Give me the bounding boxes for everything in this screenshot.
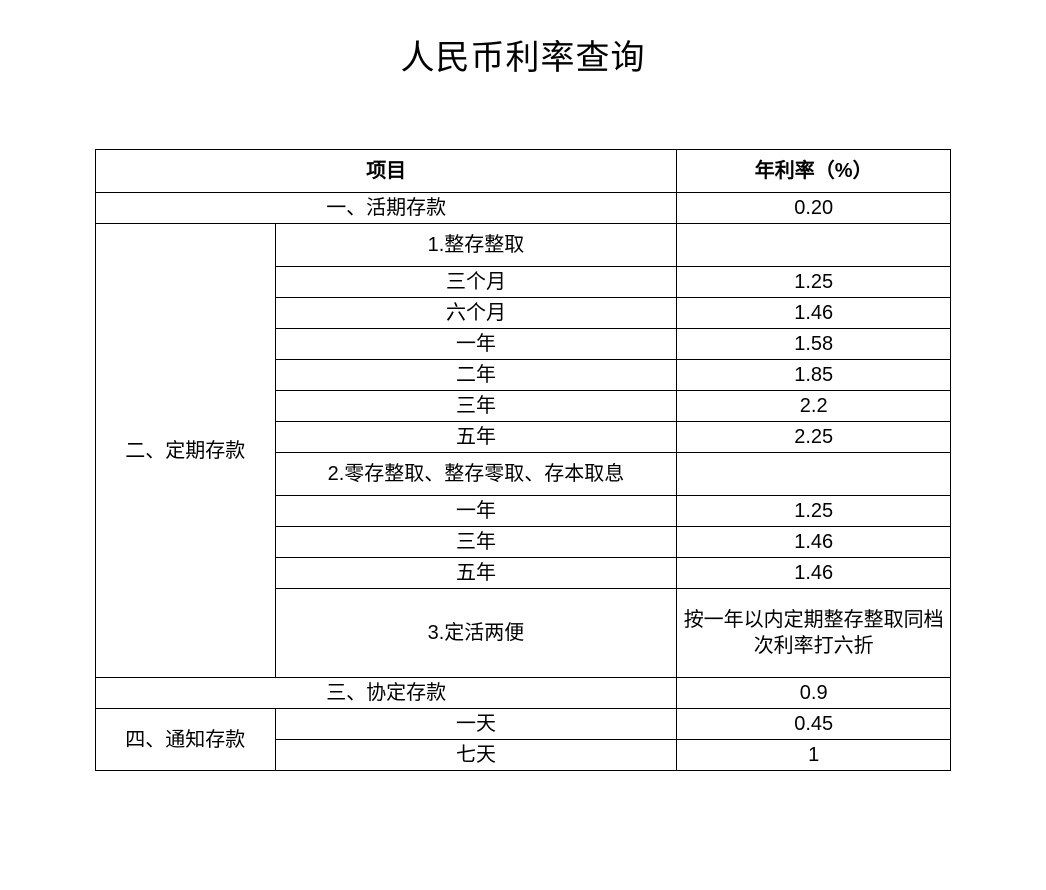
- cell-item: 2.零存整取、整存零取、存本取息: [275, 453, 677, 496]
- cell-group: 四、通知存款: [96, 709, 276, 771]
- cell-rate: 1.46: [677, 298, 951, 329]
- cell-item: 三、协定存款: [96, 678, 677, 709]
- cell-rate: 1.25: [677, 496, 951, 527]
- cell-rate: 按一年以内定期整存整取同档次利率打六折: [677, 589, 951, 678]
- cell-item: 六个月: [275, 298, 677, 329]
- cell-rate: 1.46: [677, 558, 951, 589]
- rate-table: 项目 年利率（%） 一、活期存款 0.20 二、定期存款 1.整存整取 三个月 …: [95, 149, 951, 771]
- cell-item: 五年: [275, 558, 677, 589]
- title-region: 人民币利率查询: [0, 0, 1046, 119]
- cell-rate: 2.25: [677, 422, 951, 453]
- cell-item: 三个月: [275, 267, 677, 298]
- cell-rate: [677, 453, 951, 496]
- cell-item: 一年: [275, 496, 677, 527]
- page-title: 人民币利率查询: [0, 30, 1046, 79]
- cell-item: 二年: [275, 360, 677, 391]
- cell-rate: [677, 224, 951, 267]
- cell-rate: 1.46: [677, 527, 951, 558]
- header-item: 项目: [96, 150, 677, 193]
- cell-item: 一、活期存款: [96, 193, 677, 224]
- cell-group: 二、定期存款: [96, 224, 276, 678]
- rate-table-container: 项目 年利率（%） 一、活期存款 0.20 二、定期存款 1.整存整取 三个月 …: [0, 119, 1046, 771]
- cell-rate: 0.9: [677, 678, 951, 709]
- cell-item: 三年: [275, 527, 677, 558]
- header-rate: 年利率（%）: [677, 150, 951, 193]
- cell-item: 三年: [275, 391, 677, 422]
- cell-item: 五年: [275, 422, 677, 453]
- table-row: 四、通知存款 一天 0.45: [96, 709, 951, 740]
- cell-item: 3.定活两便: [275, 589, 677, 678]
- cell-item: 一天: [275, 709, 677, 740]
- cell-item: 1.整存整取: [275, 224, 677, 267]
- cell-rate: 1.25: [677, 267, 951, 298]
- cell-rate: 0.45: [677, 709, 951, 740]
- cell-rate: 1: [677, 740, 951, 771]
- table-row: 二、定期存款 1.整存整取: [96, 224, 951, 267]
- cell-item: 七天: [275, 740, 677, 771]
- cell-item: 一年: [275, 329, 677, 360]
- cell-rate: 0.20: [677, 193, 951, 224]
- cell-rate: 1.85: [677, 360, 951, 391]
- table-row: 三、协定存款 0.9: [96, 678, 951, 709]
- table-header-row: 项目 年利率（%）: [96, 150, 951, 193]
- cell-rate: 2.2: [677, 391, 951, 422]
- table-row: 一、活期存款 0.20: [96, 193, 951, 224]
- cell-rate: 1.58: [677, 329, 951, 360]
